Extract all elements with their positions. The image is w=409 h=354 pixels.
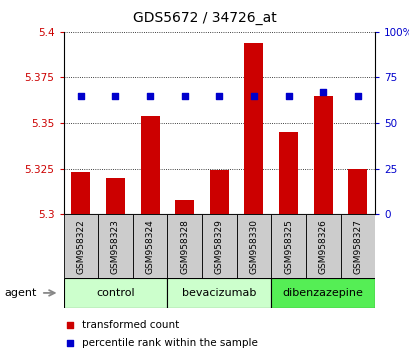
Point [319, 89, 326, 95]
Point [112, 93, 119, 98]
Text: GSM958325: GSM958325 [283, 219, 292, 274]
Point [354, 93, 360, 98]
Text: GSM958328: GSM958328 [180, 219, 189, 274]
Bar [271, 278, 374, 308]
Text: GSM958329: GSM958329 [214, 219, 223, 274]
Point [216, 93, 222, 98]
Bar [279, 132, 297, 214]
Point [66, 322, 73, 328]
Point [66, 340, 73, 346]
Text: GSM958323: GSM958323 [111, 219, 120, 274]
Text: percentile rank within the sample: percentile rank within the sample [82, 338, 258, 348]
Bar [98, 214, 133, 278]
Text: bevacizumab: bevacizumab [182, 288, 256, 298]
Text: transformed count: transformed count [82, 320, 179, 330]
Text: GSM958330: GSM958330 [249, 219, 258, 274]
Point [77, 93, 84, 98]
Bar [175, 200, 194, 214]
Point [285, 93, 291, 98]
Point [250, 93, 256, 98]
Bar [140, 116, 159, 214]
Point [146, 93, 153, 98]
Bar [133, 214, 167, 278]
Bar [340, 214, 374, 278]
Text: agent: agent [4, 288, 36, 298]
Bar [202, 214, 236, 278]
Text: GSM958327: GSM958327 [353, 219, 362, 274]
Bar [236, 214, 271, 278]
Bar [63, 278, 167, 308]
Bar [244, 43, 263, 214]
Bar [71, 172, 90, 214]
Text: GSM958326: GSM958326 [318, 219, 327, 274]
Text: GSM958324: GSM958324 [145, 219, 154, 274]
Bar [209, 170, 228, 214]
Point [181, 93, 188, 98]
Bar [167, 278, 271, 308]
Text: dibenzazepine: dibenzazepine [282, 288, 363, 298]
Bar [313, 96, 332, 214]
Bar [63, 214, 98, 278]
Bar [167, 214, 202, 278]
Bar [106, 178, 125, 214]
Text: control: control [96, 288, 135, 298]
Text: GDS5672 / 34726_at: GDS5672 / 34726_at [133, 11, 276, 25]
Bar [305, 214, 340, 278]
Text: GSM958322: GSM958322 [76, 219, 85, 274]
Bar [271, 214, 305, 278]
Bar [348, 169, 366, 214]
